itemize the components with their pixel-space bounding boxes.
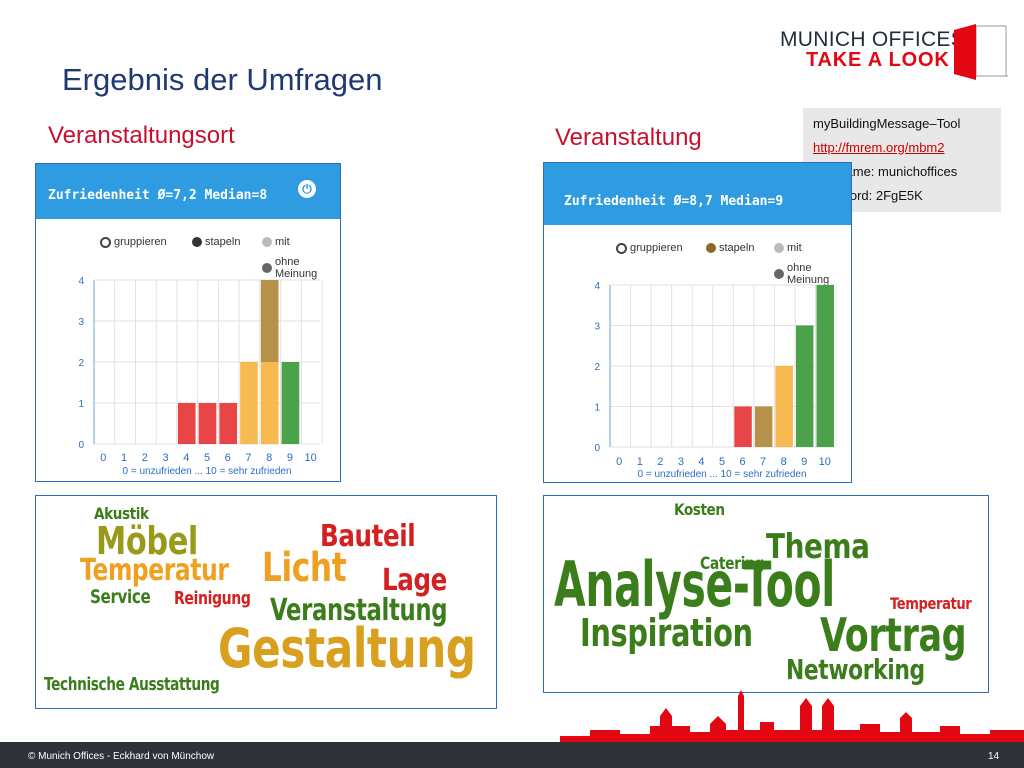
x-tick-label: 0 bbox=[616, 456, 622, 468]
left-cloud-word: Technische Ausstattung bbox=[44, 674, 220, 695]
x-tick-label: 3 bbox=[678, 456, 684, 468]
x-tick-label: 0 bbox=[100, 452, 106, 464]
x-tick-label: 10 bbox=[305, 452, 317, 464]
right-cloud-word: Networking bbox=[786, 653, 925, 686]
bar-7 bbox=[240, 362, 258, 444]
left-word-cloud: Akustik Möbel Bauteil Temperatur Licht Lage Se… bbox=[35, 495, 497, 709]
right-subtitle: Veranstaltung bbox=[555, 124, 702, 151]
y-tick-label: 3 bbox=[594, 322, 600, 333]
right-bar-chart: 0 1 2 3 4 0 1 2 3 4 5 6 7 8 9 10 0 = unzufrieden ... 10 … bbox=[594, 281, 837, 480]
right-word-cloud: Kosten Thema Catering Analyse-Tool Temperatu… bbox=[543, 495, 989, 693]
bar-8 bbox=[260, 362, 279, 444]
x-tick-label: 4 bbox=[698, 456, 704, 468]
left-chart-panel: Zufriedenheit Ø=7,2 Median=8 ⏻ gruppiere… bbox=[35, 163, 341, 482]
x-tick-label: 2 bbox=[657, 456, 663, 468]
info-link[interactable]: http://fmrem.org/mbm2 bbox=[813, 140, 945, 155]
right-cloud-word: Kosten bbox=[674, 500, 725, 519]
page-number: 14 bbox=[988, 751, 1000, 762]
munich-skyline-icon bbox=[560, 690, 1024, 744]
x-tick-label: 3 bbox=[162, 452, 168, 464]
left-subtitle: Veranstaltungsort bbox=[48, 122, 235, 149]
y-tick-label: 3 bbox=[78, 317, 84, 328]
logo-line1: MUNICH OFFICES bbox=[780, 28, 966, 51]
right-chart-panel: Zufriedenheit Ø=8,7 Median=9 gruppieren … bbox=[543, 162, 852, 483]
y-tick-label: 0 bbox=[78, 440, 84, 451]
left-cloud-word: Möbel bbox=[96, 519, 198, 563]
y-tick-label: 1 bbox=[78, 399, 84, 410]
left-cloud-word: Veranstaltung bbox=[270, 593, 448, 628]
left-cloud-word: Akustik bbox=[94, 504, 149, 523]
bar-6 bbox=[219, 403, 238, 444]
y-tick-label: 0 bbox=[594, 443, 600, 454]
x-tick-label: 2 bbox=[142, 452, 148, 464]
bar-7 bbox=[754, 406, 773, 447]
left-cloud-word: Temperatur bbox=[80, 553, 229, 588]
x-tick-label: 5 bbox=[204, 452, 210, 464]
x-tick-label: 7 bbox=[245, 452, 251, 464]
left-panel-header: Zufriedenheit Ø=7,2 Median=8 bbox=[48, 188, 268, 203]
logo-door-icon bbox=[954, 24, 1008, 80]
right-cloud-word: Inspiration bbox=[580, 611, 753, 655]
x-tick-label: 4 bbox=[183, 452, 189, 464]
x-axis-label: 0 = unzufrieden ... 10 = sehr zufrieden bbox=[638, 469, 807, 480]
x-tick-label: 10 bbox=[819, 456, 831, 468]
x-tick-label: 6 bbox=[225, 452, 231, 464]
x-tick-label: 9 bbox=[287, 452, 293, 464]
power-icon[interactable]: ⏻ bbox=[298, 180, 316, 198]
left-cloud-word: Gestaltung bbox=[218, 617, 476, 680]
bar-5 bbox=[198, 403, 217, 444]
left-cloud-word: Bauteil bbox=[320, 519, 416, 554]
legend-gruppieren-2[interactable]: gruppieren bbox=[616, 242, 683, 254]
bar-4 bbox=[177, 403, 196, 444]
right-cloud-word: Analyse-Tool bbox=[554, 548, 835, 621]
left-cloud-word: Licht bbox=[262, 545, 347, 591]
legend-ohne-2[interactable]: ohne Meinung bbox=[774, 262, 851, 286]
x-tick-label: 1 bbox=[637, 456, 643, 468]
x-axis-label: 0 = unzufrieden ... 10 = sehr zufrieden bbox=[123, 466, 292, 477]
footer-copyright: © Munich Offices - Eckhard von Münchow bbox=[28, 751, 215, 762]
left-bar-chart: 0 1 2 3 4 0 1 2 3 4 5 6 7 8 9 10 0 = unzufrieden ... 10 … bbox=[78, 276, 323, 477]
x-tick-label: 6 bbox=[739, 456, 745, 468]
bar-8 bbox=[775, 366, 793, 447]
x-tick-label: 7 bbox=[760, 456, 766, 468]
bar-9 bbox=[795, 325, 814, 447]
legend-stapeln-2[interactable]: stapeln bbox=[706, 242, 754, 254]
right-cloud-word: Catering bbox=[700, 554, 765, 574]
x-tick-label: 9 bbox=[801, 456, 807, 468]
left-cloud-word: Lage bbox=[382, 563, 447, 598]
logo-line2: TAKE A LOOK bbox=[806, 49, 950, 71]
legend-mit-2[interactable]: mit bbox=[774, 242, 802, 254]
right-panel-header: Zufriedenheit Ø=8,7 Median=9 bbox=[564, 194, 784, 209]
right-cloud-word: Vortrag bbox=[820, 608, 967, 662]
legend-ohne[interactable]: ohne Meinung bbox=[262, 256, 340, 280]
bar-10 bbox=[816, 285, 834, 447]
right-cloud-word: Thema bbox=[766, 527, 870, 567]
left-cloud-word: Service bbox=[90, 586, 151, 608]
x-tick-label: 8 bbox=[266, 452, 272, 464]
legend-stapeln[interactable]: stapeln bbox=[192, 236, 240, 248]
y-tick-label: 4 bbox=[78, 276, 84, 287]
x-tick-label: 8 bbox=[781, 456, 787, 468]
y-tick-label: 2 bbox=[594, 362, 600, 373]
left-cloud-word: Reinigung bbox=[174, 588, 251, 609]
info-line1: myBuildingMessage–Tool bbox=[813, 116, 961, 131]
slide-title: Ergebnis der Umfragen bbox=[62, 62, 383, 97]
y-tick-label: 2 bbox=[78, 358, 84, 369]
footer-bar bbox=[0, 742, 1024, 768]
bar-9 bbox=[281, 362, 300, 444]
y-tick-label: 1 bbox=[594, 403, 600, 414]
y-tick-label: 4 bbox=[594, 281, 600, 292]
right-cloud-word: Temperatur bbox=[890, 594, 972, 613]
bar-6 bbox=[734, 406, 752, 447]
bar-8 bbox=[260, 280, 279, 362]
legend-mit[interactable]: mit bbox=[262, 236, 290, 248]
legend-gruppieren[interactable]: gruppieren bbox=[100, 236, 167, 248]
x-tick-label: 1 bbox=[121, 452, 127, 464]
x-tick-label: 5 bbox=[719, 456, 725, 468]
